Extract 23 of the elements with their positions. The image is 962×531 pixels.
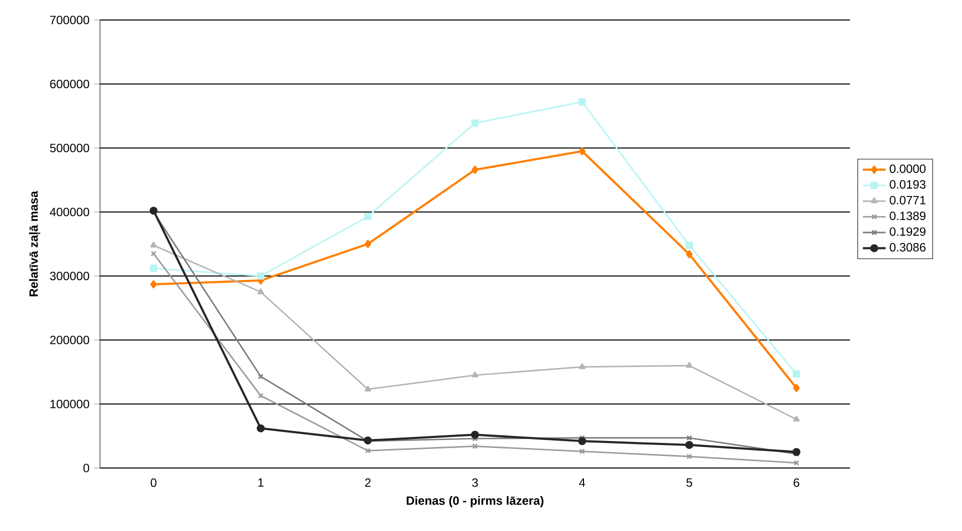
y-tick-label: 100000 xyxy=(50,400,90,408)
legend-label: 0.1929 xyxy=(890,227,926,236)
legend-label: 0.0000 xyxy=(890,164,926,173)
y-tick-label: 500000 xyxy=(50,144,90,152)
y-tick-label: 0 xyxy=(83,464,90,472)
y-axis-title: Relatīvā zaļā masa xyxy=(29,190,40,296)
legend-label: 0.0193 xyxy=(890,180,926,189)
x-tick-label: 4 xyxy=(579,478,586,487)
legend-label: 0.3086 xyxy=(890,243,926,252)
x-tick-label: 6 xyxy=(794,478,800,487)
legend-label: 0.0771 xyxy=(890,196,926,204)
x-tick-label: 3 xyxy=(472,478,478,487)
x-tick-label: 0 xyxy=(150,478,156,487)
x-tick-label: 2 xyxy=(365,478,371,487)
y-tick-label: 600000 xyxy=(50,80,90,88)
x-tick-label: 5 xyxy=(686,478,692,487)
x-tick-label: 1 xyxy=(258,478,264,487)
y-tick-label: 700000 xyxy=(50,16,90,24)
y-tick-label: 200000 xyxy=(50,336,90,344)
y-tick-label: 300000 xyxy=(50,272,90,280)
y-tick-label: 400000 xyxy=(50,208,90,216)
x-axis-title: Dienas (0 - pirms lāzera) xyxy=(406,496,544,508)
legend-label: 0.1389 xyxy=(890,212,926,220)
